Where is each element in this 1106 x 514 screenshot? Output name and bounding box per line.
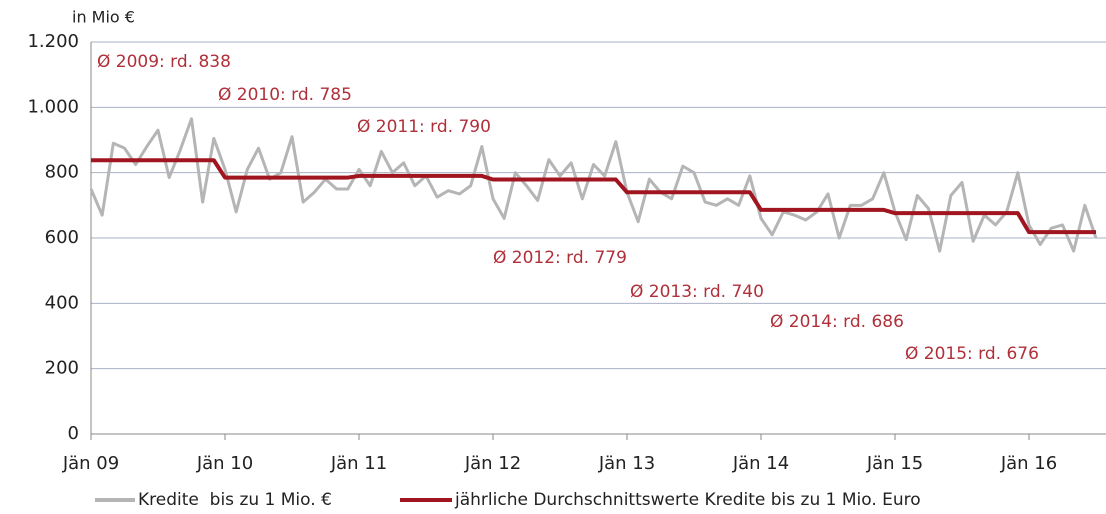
data-line (89, 117, 1098, 253)
x-tick-label: Jän 12 (464, 453, 521, 474)
legend-label: Kredite bis zu 1 Mio. € (138, 490, 332, 510)
x-tick-label: Jän 15 (866, 453, 923, 474)
y-tick-label: 1.200 (27, 31, 79, 52)
y-tick-label: 1.000 (27, 96, 79, 117)
y-tick-label: 200 (45, 358, 79, 379)
y-tick-label: 800 (45, 162, 79, 183)
data-line (91, 158, 1096, 235)
annotation: Ø 2014: rd. 686 (770, 312, 904, 332)
annotation: Ø 2009: rd. 838 (97, 52, 231, 72)
x-tick-label: Jän 13 (598, 453, 655, 474)
annotation: Ø 2013: rd. 740 (630, 282, 764, 302)
x-tick-label: Jän 09 (62, 453, 119, 474)
x-tick-label: Jän 11 (330, 453, 387, 474)
y-tick-label: 600 (45, 227, 79, 248)
annotation: Ø 2012: rd. 779 (493, 248, 627, 268)
x-tick-label: Jän 10 (196, 453, 253, 474)
y-tick-label: 0 (68, 423, 79, 444)
x-tick-label: Jän 14 (732, 453, 789, 474)
annotation: Ø 2015: rd. 676 (905, 344, 1039, 364)
x-tick-label: Jän 16 (1000, 453, 1057, 474)
annotation: Ø 2010: rd. 785 (218, 85, 352, 105)
legend-label: jährliche Durchschnittswerte Kredite bis… (454, 490, 921, 510)
y-tick-label: 400 (45, 292, 79, 313)
annotation: Ø 2011: rd. 790 (357, 117, 491, 137)
axis-title: in Mio € (72, 8, 135, 27)
